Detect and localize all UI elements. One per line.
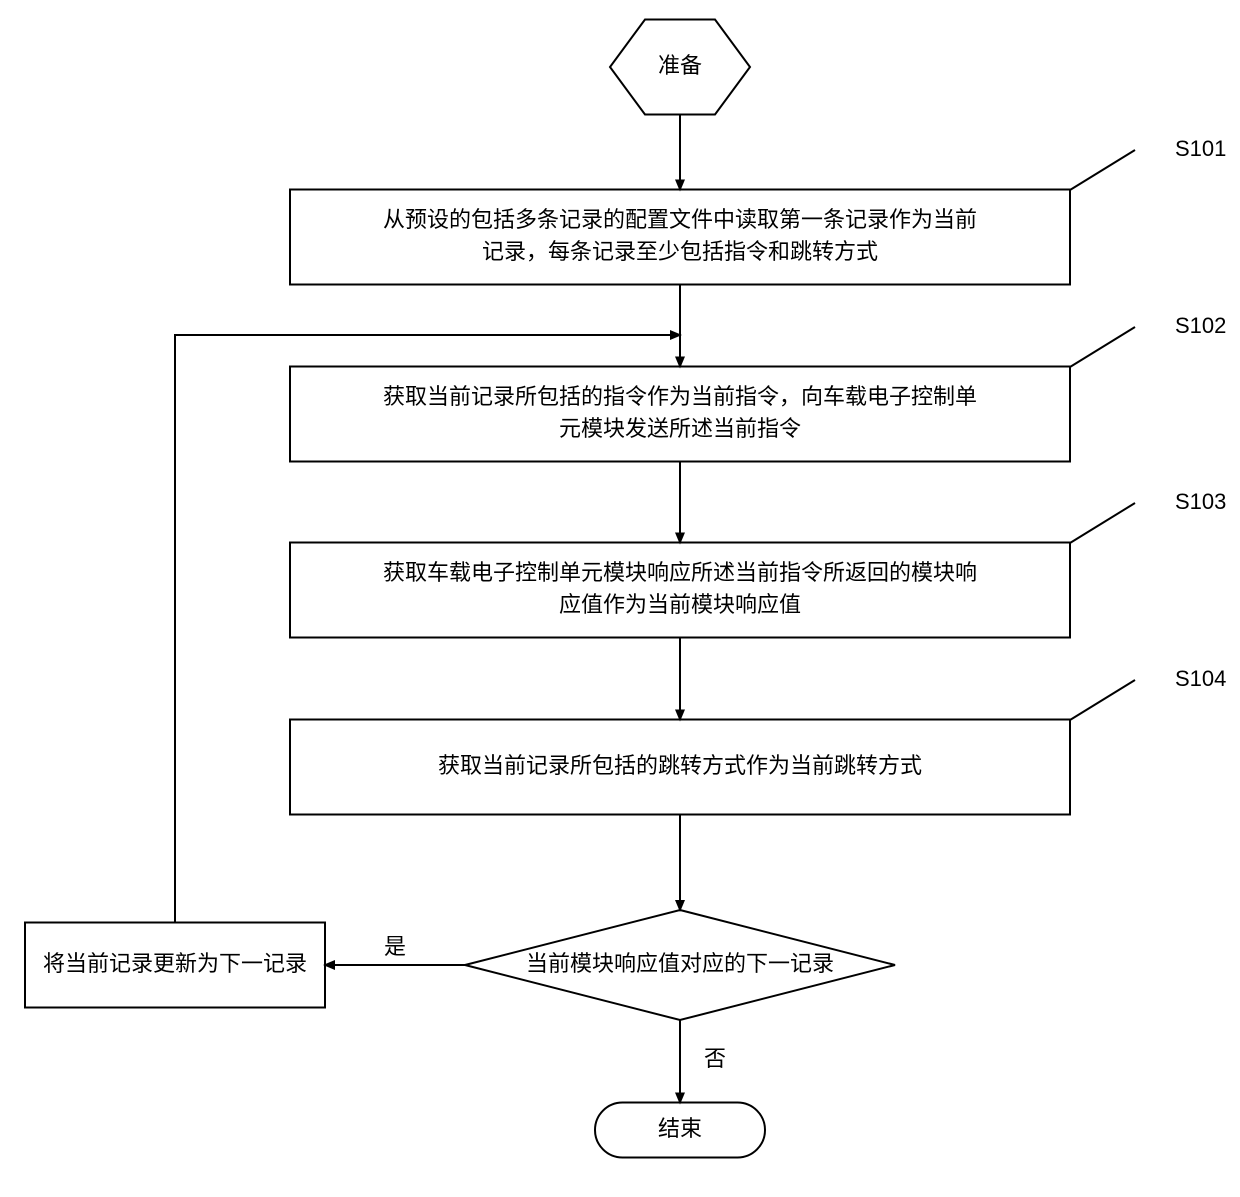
svg-text:是: 是 bbox=[384, 934, 406, 959]
svg-text:准备: 准备 bbox=[658, 53, 702, 78]
svg-text:S104: S104 bbox=[1175, 666, 1226, 691]
svg-text:获取车载电子控制单元模块响应所述当前指令所返回的模块响: 获取车载电子控制单元模块响应所述当前指令所返回的模块响 bbox=[383, 560, 977, 585]
svg-text:从预设的包括多条记录的配置文件中读取第一条记录作为当前: 从预设的包括多条记录的配置文件中读取第一条记录作为当前 bbox=[383, 207, 977, 232]
svg-text:将当前记录更新为下一记录: 将当前记录更新为下一记录 bbox=[43, 951, 307, 976]
svg-text:S102: S102 bbox=[1175, 313, 1226, 338]
svg-text:应值作为当前模块响应值: 应值作为当前模块响应值 bbox=[559, 592, 801, 617]
svg-text:获取当前记录所包括的跳转方式作为当前跳转方式: 获取当前记录所包括的跳转方式作为当前跳转方式 bbox=[438, 753, 922, 778]
svg-text:获取当前记录所包括的指令作为当前指令，向车载电子控制单: 获取当前记录所包括的指令作为当前指令，向车载电子控制单 bbox=[383, 384, 977, 409]
svg-text:否: 否 bbox=[704, 1046, 726, 1071]
svg-text:当前模块响应值对应的下一记录: 当前模块响应值对应的下一记录 bbox=[526, 951, 834, 976]
svg-text:S101: S101 bbox=[1175, 136, 1226, 161]
svg-text:结束: 结束 bbox=[658, 1116, 702, 1141]
svg-text:记录，每条记录至少包括指令和跳转方式: 记录，每条记录至少包括指令和跳转方式 bbox=[482, 239, 878, 264]
svg-text:元模块发送所述当前指令: 元模块发送所述当前指令 bbox=[559, 416, 801, 441]
svg-text:S103: S103 bbox=[1175, 489, 1226, 514]
